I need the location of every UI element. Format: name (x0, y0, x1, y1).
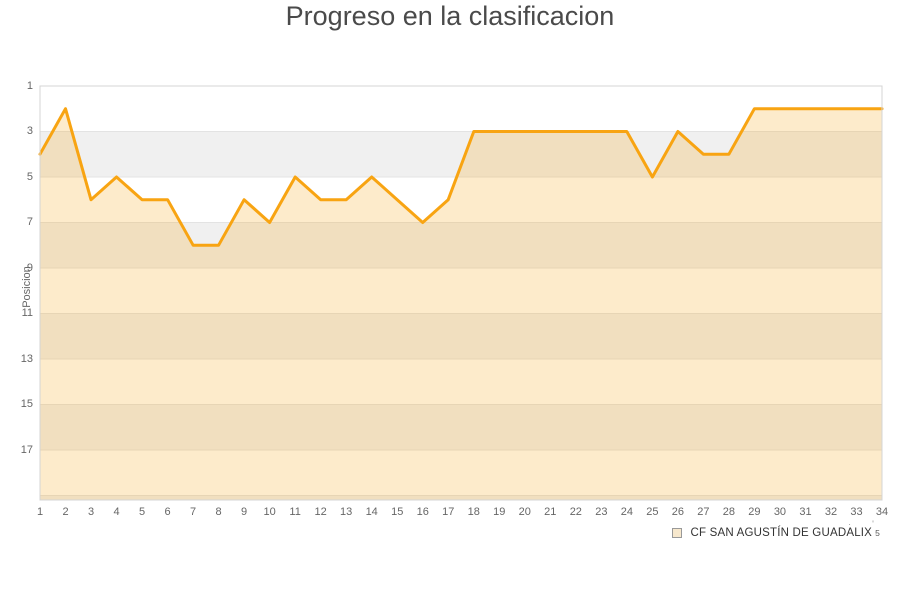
x-tick-label: 17 (442, 506, 455, 518)
y-tick-label: 15 (20, 398, 33, 411)
y-axis-labels: 1 3 5 7 9 11 13 15 17 (0, 0, 33, 600)
legend-label: CF SAN AGUSTÍN DE GUADALIX (690, 527, 873, 539)
x-tick-label: 3 (87, 506, 95, 518)
x-tick-label: 31 (799, 506, 812, 518)
x-tick-label: 34 (875, 506, 889, 518)
x-tick-label: 27 (697, 506, 710, 518)
x-tick-label: 14 (365, 506, 378, 518)
x-tick-label: 5 (138, 506, 146, 518)
y-tick-label: 9 (26, 261, 33, 274)
x-tick-label: 2 (62, 506, 69, 518)
x-tick-label: 29 (748, 506, 761, 518)
x-tick-label: 16 (416, 506, 429, 518)
x-tick-label: 11 (289, 506, 301, 518)
x-tick-label: 18 (467, 506, 480, 518)
x-tick-label: 24 (620, 506, 633, 518)
plot-band (40, 267, 882, 314)
x-tick-label: 25 (646, 506, 659, 518)
series-line (38, 107, 884, 247)
plot-band (40, 495, 882, 500)
y-tick-label: 5 (26, 170, 33, 183)
y-tick-label: 13 (20, 352, 33, 365)
x-tick-label: 15 (391, 506, 404, 518)
plot-band (40, 313, 882, 359)
plot-band (40, 176, 882, 223)
x-tick-label: 23 (595, 506, 608, 518)
y-tick-label: 1 (26, 80, 33, 92)
y-tick-label: 11 (21, 307, 33, 320)
x-tick-label: 7 (190, 506, 197, 518)
y-tick-label: 17 (20, 443, 33, 456)
legend-item[interactable]: · ' CF SAN AGUSTÍN DE GUADALIX 5 (672, 519, 880, 539)
legend-footnote-marks: · ' (848, 519, 874, 529)
y-tick-label: 3 (26, 125, 33, 138)
y-tick-label: 7 (26, 216, 33, 229)
plot-band (40, 404, 882, 450)
x-tick-label: 4 (113, 506, 120, 518)
x-tick-label: 26 (671, 506, 684, 518)
legend-marker-swatch (672, 528, 683, 538)
x-tick-label: 21 (544, 506, 557, 518)
x-tick-label: 33 (850, 506, 863, 518)
plot-band (40, 449, 882, 496)
x-tick-label: 13 (340, 506, 353, 518)
x-tick-label: 8 (215, 506, 222, 518)
x-tick-label: 12 (314, 506, 327, 518)
x-tick-label: 22 (569, 506, 582, 518)
plot-border (39, 85, 883, 501)
x-tick-label: 9 (241, 506, 248, 518)
x-tick-label: 19 (493, 506, 506, 518)
x-tick-label: 28 (722, 506, 736, 518)
x-tick-label: 1 (36, 506, 44, 518)
x-axis-labels: 1 2 3 4 5 6 7 8 9 10 11 12 13 14 15 16 17 18 19 20 21 22 23 24 2… (0, 506, 900, 520)
plot-band (40, 86, 882, 132)
x-tick-label: 10 (263, 506, 276, 518)
plot-band (40, 358, 882, 405)
chart-title: Progreso en la clasificacion (285, 1, 615, 31)
x-tick-label: 32 (824, 506, 838, 518)
x-tick-label: 6 (164, 506, 171, 518)
x-tick-label: 20 (518, 506, 531, 518)
plot-band (40, 222, 882, 268)
legend-superscript: 5 (875, 528, 880, 538)
x-tick-label: 30 (773, 506, 787, 518)
